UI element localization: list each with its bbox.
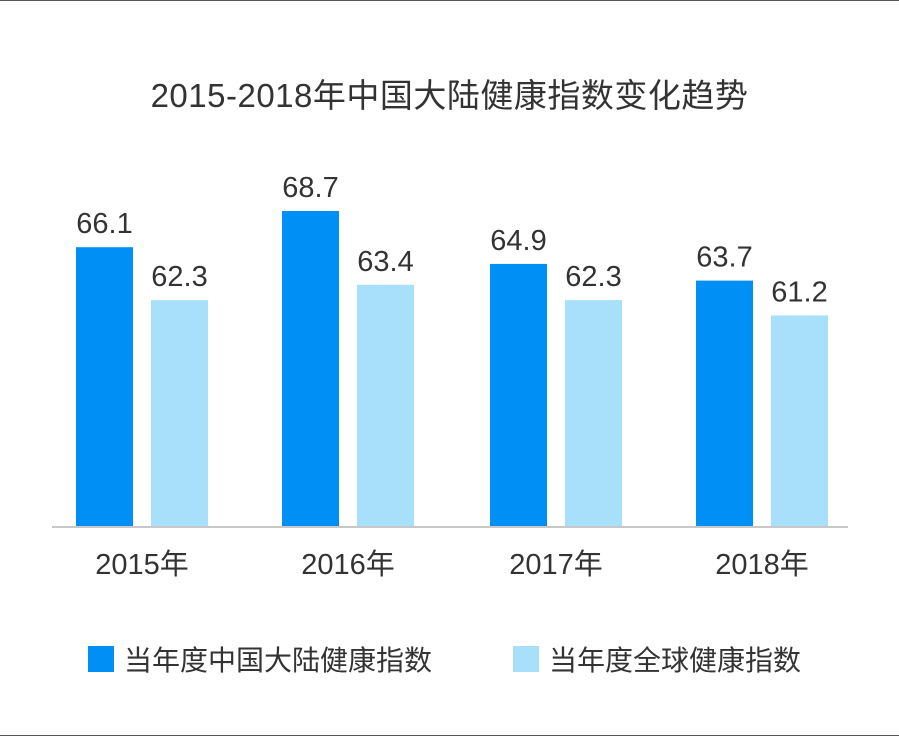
legend-swatch-china bbox=[88, 646, 114, 672]
bar-global-0 bbox=[151, 300, 208, 527]
data-label-china-2: 64.9 bbox=[490, 225, 546, 257]
bar-china-1 bbox=[282, 211, 339, 527]
data-label-china-1: 68.7 bbox=[282, 172, 338, 204]
legend-item-china: 当年度中国大陆健康指数 bbox=[88, 639, 432, 679]
legend-item-global: 当年度全球健康指数 bbox=[513, 639, 801, 679]
bar-global-3 bbox=[771, 315, 828, 527]
bar-global-1 bbox=[357, 284, 414, 527]
data-label-global-0: 62.3 bbox=[151, 261, 207, 293]
x-tick-label-0: 2015年 bbox=[95, 548, 189, 581]
x-tick-label-1: 2016年 bbox=[301, 548, 395, 581]
bar-china-2 bbox=[490, 263, 547, 527]
legend-label-china: 当年度中国大陆健康指数 bbox=[124, 645, 433, 676]
legend: 当年度中国大陆健康指数 当年度全球健康指数 bbox=[0, 639, 899, 679]
x-tick-label-2: 2017年 bbox=[509, 548, 603, 581]
data-label-global-2: 62.3 bbox=[565, 261, 621, 293]
data-label-china-0: 66.1 bbox=[76, 208, 132, 240]
bar-china-0 bbox=[76, 247, 133, 527]
bar-china-3 bbox=[696, 280, 753, 527]
legend-swatch-global bbox=[513, 646, 539, 672]
data-label-china-3: 63.7 bbox=[696, 242, 752, 274]
x-tick-label-3: 2018年 bbox=[715, 548, 809, 581]
bar-global-2 bbox=[565, 300, 622, 527]
data-label-global-3: 61.2 bbox=[771, 276, 827, 308]
legend-label-global: 当年度全球健康指数 bbox=[549, 645, 802, 676]
chart-title: 2015-2018年中国大陆健康指数变化趋势 bbox=[150, 77, 749, 114]
data-label-global-1: 63.4 bbox=[357, 246, 413, 278]
